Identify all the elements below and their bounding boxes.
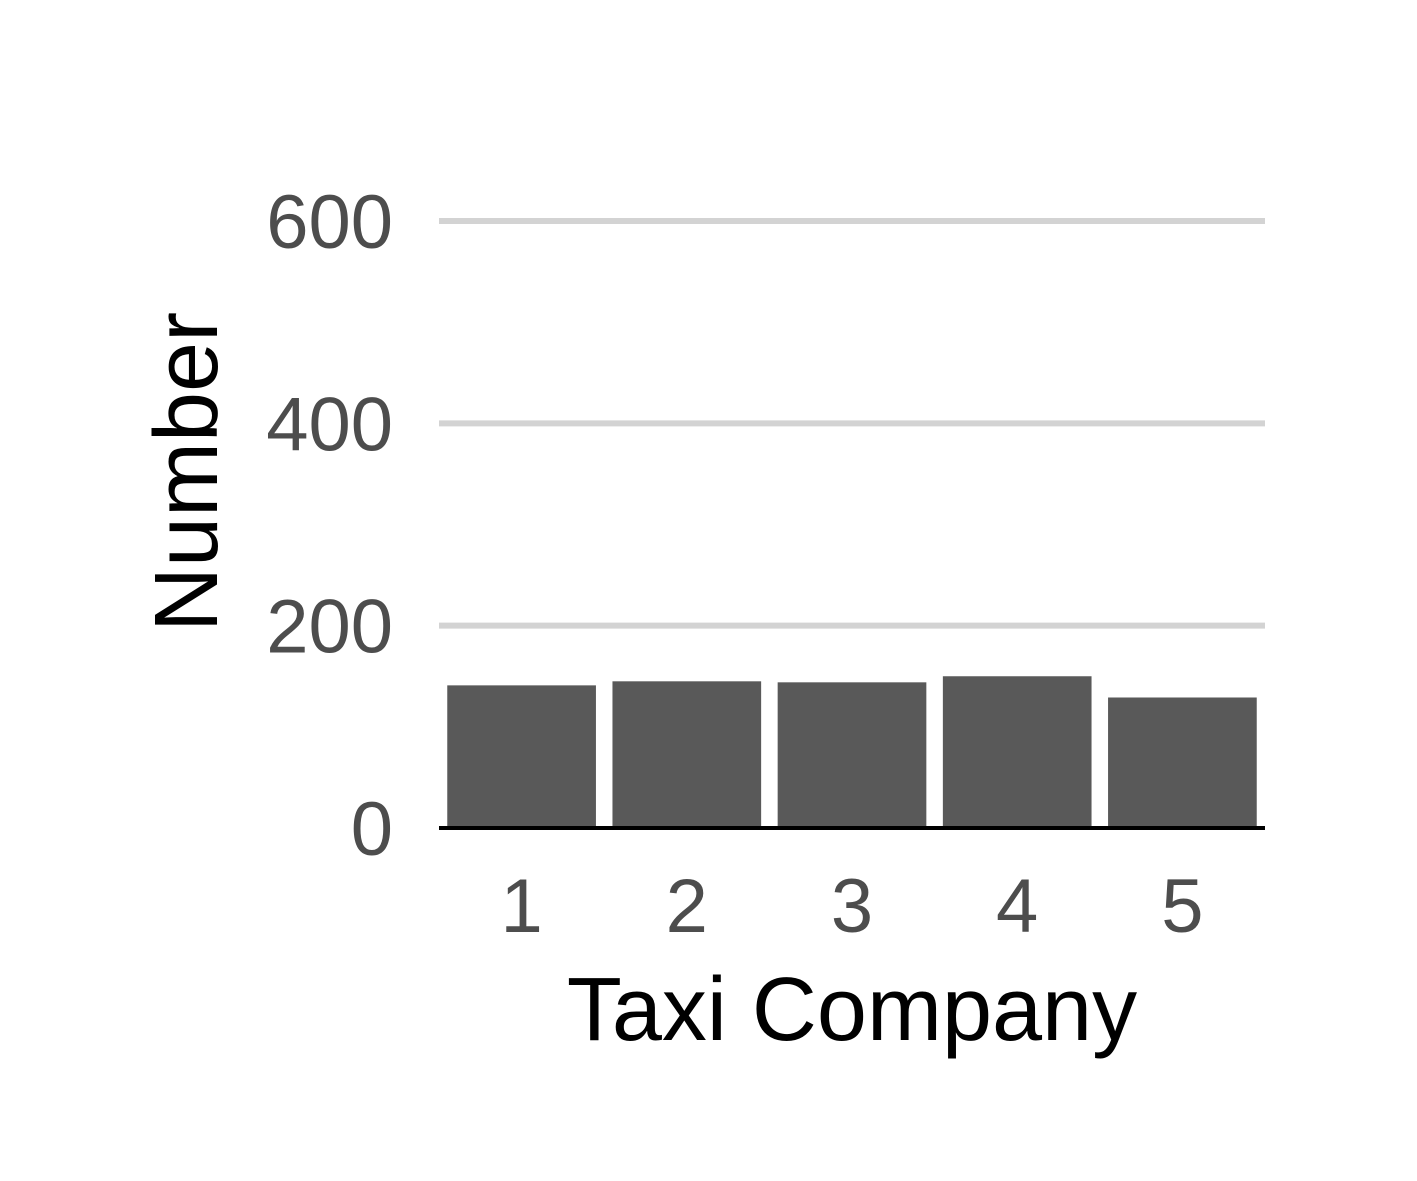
bar-2 <box>612 681 762 828</box>
bar-3 <box>777 682 927 828</box>
y-tick-label-0: 0 <box>351 787 393 872</box>
y-axis-title: Number <box>137 312 237 632</box>
y-tick-label-400: 400 <box>266 382 393 467</box>
bar-1 <box>447 685 596 828</box>
x-tick-label-2: 2 <box>666 864 708 949</box>
gridlines <box>439 218 1265 629</box>
x-tick-label-3: 3 <box>831 864 873 949</box>
y-tick-labels: 0 200 400 600 <box>266 180 393 872</box>
bars <box>447 676 1257 828</box>
x-tick-label-5: 5 <box>1161 864 1203 949</box>
x-tick-label-1: 1 <box>500 864 542 949</box>
y-tick-label-600: 600 <box>266 180 393 265</box>
y-tick-label-200: 200 <box>266 585 393 670</box>
x-axis-title: Taxi Company <box>567 960 1137 1060</box>
bar-5 <box>1108 697 1257 828</box>
x-tick-labels: 1 2 3 4 5 <box>500 864 1203 949</box>
x-tick-label-4: 4 <box>996 864 1038 949</box>
bar-4 <box>942 676 1092 828</box>
